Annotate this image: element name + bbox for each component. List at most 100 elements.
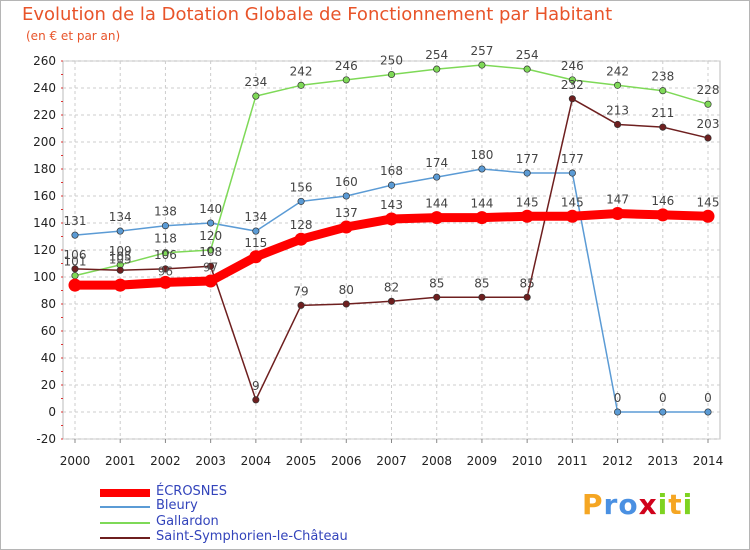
data-point [478, 293, 486, 301]
data-label: 232 [561, 78, 584, 92]
data-point [158, 275, 172, 289]
data-label-overlap: 96 [158, 265, 173, 279]
x-tick-label: 2006 [331, 454, 362, 468]
data-point [385, 212, 398, 226]
data-point [704, 134, 712, 142]
data-label: 101 [64, 255, 87, 269]
data-point [116, 227, 124, 235]
data-label: 128 [290, 218, 313, 232]
data-label: 144 [470, 197, 493, 211]
legend-swatch-ecrosnes [100, 489, 150, 497]
data-label: 108 [199, 245, 222, 259]
data-label: 118 [154, 232, 177, 246]
x-tick-label: 2002 [150, 454, 181, 468]
data-point [252, 396, 260, 404]
data-point [161, 222, 169, 230]
data-label: 140 [199, 202, 222, 216]
data-label: 131 [64, 214, 87, 228]
y-tick-label: 260 [33, 54, 56, 68]
y-tick-label: -20 [36, 432, 56, 446]
data-label: 115 [244, 236, 267, 250]
data-point [342, 300, 350, 308]
data-label: 246 [561, 59, 584, 73]
data-point [433, 293, 441, 301]
data-point [297, 301, 305, 309]
data-point [520, 209, 534, 223]
data-point [387, 181, 396, 189]
data-label: 238 [651, 70, 674, 84]
data-label: 228 [697, 83, 720, 97]
data-label: 134 [109, 210, 132, 224]
data-point [252, 92, 260, 100]
data-label: 242 [606, 64, 629, 78]
data-label: 85 [520, 276, 535, 290]
data-label: 234 [244, 75, 267, 89]
x-tick-label: 2013 [648, 454, 679, 468]
data-label: 79 [293, 284, 308, 298]
data-label: 177 [561, 152, 584, 166]
data-labels: 131 134 138 140 134 156 160 168 174 180 177 177 0 0 0 1… [64, 44, 720, 405]
data-label: 106 [64, 248, 87, 262]
x-tick-label: 2001 [105, 454, 136, 468]
data-point [475, 211, 489, 225]
data-label: 138 [154, 205, 177, 219]
y-tick-label: 100 [33, 270, 56, 284]
data-label: 180 [470, 148, 493, 162]
data-point [387, 70, 396, 79]
data-label-overlap: 105 [109, 253, 132, 267]
data-label: 146 [651, 194, 674, 208]
data-point [339, 220, 353, 234]
data-point [207, 219, 215, 227]
y-tick-label: 0 [48, 405, 56, 419]
data-label: 143 [380, 198, 403, 212]
y-tick-label: 140 [33, 216, 56, 230]
data-point [565, 209, 579, 223]
x-tick-label: 2008 [421, 454, 452, 468]
y-tick-label: 60 [41, 324, 56, 338]
y-tick-label: 20 [41, 378, 56, 392]
axes: -20 0 20 40 60 80 100 120 140 160 180 200 220 240 260 2… [33, 54, 723, 468]
legend-swatch-bleury [100, 506, 150, 508]
data-point [701, 209, 715, 223]
data-label: 242 [290, 64, 313, 78]
data-point [523, 169, 531, 177]
data-label: 147 [606, 193, 629, 207]
series-layer [68, 61, 715, 416]
data-point [523, 293, 531, 301]
data-point [659, 408, 667, 416]
data-point [297, 197, 305, 205]
x-tick-label: 2011 [557, 454, 588, 468]
y-tick-label: 120 [33, 243, 56, 257]
data-point [207, 246, 215, 254]
data-point [342, 192, 350, 200]
data-label: 177 [516, 152, 539, 166]
data-point [433, 173, 441, 181]
data-point [568, 95, 576, 103]
data-point [659, 87, 667, 95]
data-point [113, 278, 127, 292]
data-label: 211 [651, 106, 674, 120]
legend-label-bleury: Bleury [156, 498, 198, 513]
data-label: 213 [606, 103, 629, 117]
data-point [568, 76, 576, 84]
data-label: 144 [425, 197, 448, 211]
x-tick-label: 2007 [376, 454, 407, 468]
data-label: 0 [659, 391, 667, 405]
data-point [614, 120, 622, 129]
data-label: 254 [425, 48, 448, 62]
legend-label-saint-symphorien: Saint-Symphorien-le-Château [156, 529, 348, 544]
data-label: 0 [614, 391, 622, 405]
data-label: 85 [474, 276, 489, 290]
data-point [614, 408, 622, 416]
data-point [252, 227, 260, 235]
data-point [433, 65, 441, 73]
x-tick-label: 2010 [512, 454, 543, 468]
data-label: 134 [244, 210, 267, 224]
data-point [614, 81, 622, 89]
data-point [656, 208, 670, 222]
data-label: 145 [561, 195, 584, 209]
data-point [68, 278, 82, 292]
data-point [611, 207, 625, 221]
x-tick-label: 2005 [286, 454, 317, 468]
